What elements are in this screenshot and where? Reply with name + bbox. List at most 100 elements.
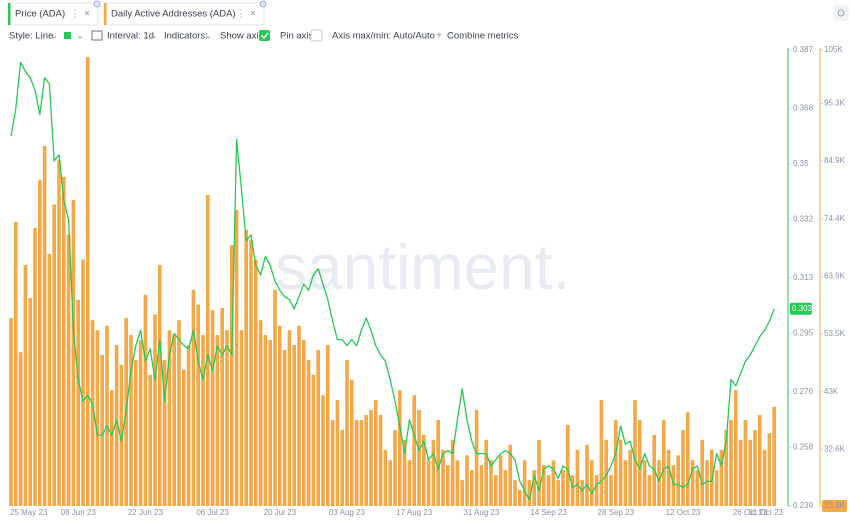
bar bbox=[134, 359, 138, 506]
bar bbox=[662, 419, 666, 506]
bar bbox=[748, 439, 752, 506]
bar bbox=[527, 480, 532, 506]
interval-select[interactable]: Interval: 1d bbox=[107, 31, 154, 42]
pin-axis-checkbox[interactable] bbox=[310, 29, 323, 42]
bar bbox=[604, 439, 608, 506]
bar bbox=[225, 330, 229, 506]
bar bbox=[28, 298, 32, 506]
bar bbox=[719, 449, 724, 506]
bar bbox=[311, 374, 316, 506]
y-tick-label: 0.295 bbox=[793, 329, 814, 338]
tab-label[interactable]: Daily Active Addresses (ADA) bbox=[111, 9, 236, 20]
bar bbox=[633, 400, 637, 506]
y2-tick-label: 74.4K bbox=[824, 214, 846, 223]
close-icon[interactable]: × bbox=[250, 9, 256, 20]
bar bbox=[666, 449, 671, 506]
bar bbox=[388, 460, 392, 506]
bar bbox=[182, 369, 186, 506]
bar bbox=[431, 439, 436, 506]
combine-metrics[interactable]: Combine metrics bbox=[447, 31, 519, 42]
menu-icon[interactable]: ⋮ bbox=[236, 9, 246, 20]
bar bbox=[599, 400, 604, 506]
close-icon[interactable]: × bbox=[84, 9, 90, 20]
bar bbox=[532, 470, 536, 506]
settings-icon bbox=[837, 9, 845, 17]
show-axis-checkbox[interactable] bbox=[259, 30, 270, 41]
bar bbox=[321, 395, 325, 506]
pin-axis-label[interactable]: Pin axis bbox=[280, 31, 314, 42]
bar bbox=[100, 354, 104, 506]
watermark: santiment. bbox=[275, 231, 570, 303]
bar bbox=[330, 419, 335, 506]
bar bbox=[249, 240, 253, 507]
bar bbox=[623, 460, 628, 506]
bar bbox=[129, 335, 133, 506]
settings-dot[interactable] bbox=[93, 0, 101, 8]
bar bbox=[575, 449, 580, 506]
bar bbox=[412, 395, 416, 506]
bar bbox=[52, 204, 56, 507]
bar bbox=[407, 460, 412, 506]
bar bbox=[57, 160, 61, 506]
menu-icon[interactable]: ⋮ bbox=[70, 9, 80, 20]
bar bbox=[556, 480, 560, 506]
show-axis-label[interactable]: Show axis bbox=[220, 31, 264, 42]
bar bbox=[66, 234, 71, 507]
bar bbox=[513, 480, 517, 506]
bar bbox=[119, 364, 124, 506]
bar bbox=[743, 419, 748, 506]
y-tick-label: 0.258 bbox=[793, 443, 814, 452]
y2-tick-label: 105K bbox=[824, 45, 843, 54]
x-tick-label: 14 Sep 23 bbox=[530, 508, 567, 517]
bar bbox=[585, 444, 589, 506]
bar bbox=[734, 390, 738, 506]
bar bbox=[738, 439, 743, 506]
y2-tick-label: 22.3K bbox=[824, 501, 846, 510]
x-tick-label: 31 Oct 23 bbox=[748, 508, 783, 517]
bar bbox=[254, 259, 258, 506]
x-tick-label: 17 Aug 23 bbox=[396, 508, 433, 517]
bar bbox=[436, 419, 440, 506]
bar bbox=[114, 344, 119, 506]
bar bbox=[110, 390, 114, 506]
bar bbox=[705, 460, 709, 506]
bar bbox=[537, 439, 541, 506]
bar bbox=[153, 314, 157, 506]
bar bbox=[681, 429, 685, 506]
chevron: ⌄ bbox=[50, 31, 58, 42]
bar bbox=[546, 475, 551, 506]
color-swatch[interactable] bbox=[64, 32, 71, 39]
bar bbox=[340, 429, 344, 506]
bar bbox=[767, 433, 772, 506]
settings-button[interactable] bbox=[833, 5, 849, 21]
bar bbox=[714, 470, 719, 506]
bar bbox=[210, 310, 215, 506]
indicators-select[interactable]: Indicators: bbox=[164, 31, 208, 42]
settings-dot[interactable] bbox=[259, 0, 267, 8]
tab-daa[interactable]: Daily Active Addresses (ADA) ⋮ × bbox=[103, 0, 267, 26]
chevron: ⌄ bbox=[149, 31, 157, 42]
bar bbox=[326, 344, 330, 506]
tab-price[interactable]: Price (ADA) ⋮ × bbox=[7, 0, 101, 26]
y-tick-label: 0.387 bbox=[793, 45, 814, 54]
last-value-label: 0.303 bbox=[792, 304, 813, 313]
bar bbox=[383, 449, 388, 506]
bar bbox=[690, 460, 695, 506]
y2-tick-label: 53.5K bbox=[824, 329, 846, 338]
bar bbox=[590, 460, 594, 506]
y-tick-label: 0.239 bbox=[793, 501, 814, 510]
bar bbox=[335, 400, 340, 506]
x-tick-label: 03 Aug 23 bbox=[329, 508, 366, 517]
axis-range-select[interactable]: Axis max/min: Auto/Auto bbox=[332, 31, 435, 42]
tab-label[interactable]: Price (ADA) bbox=[15, 9, 65, 20]
bar bbox=[446, 465, 450, 506]
toolbar: Style: Line ⌄ ⌄ Interval: 1d ⌄ Indicator… bbox=[9, 29, 519, 42]
style-select[interactable]: Style: Line bbox=[9, 31, 53, 42]
bar bbox=[359, 419, 364, 506]
bar bbox=[263, 335, 268, 506]
bar bbox=[753, 429, 757, 506]
bar bbox=[465, 455, 469, 506]
bar bbox=[215, 335, 220, 506]
x-tick-label: 12 Oct 23 bbox=[666, 508, 701, 517]
